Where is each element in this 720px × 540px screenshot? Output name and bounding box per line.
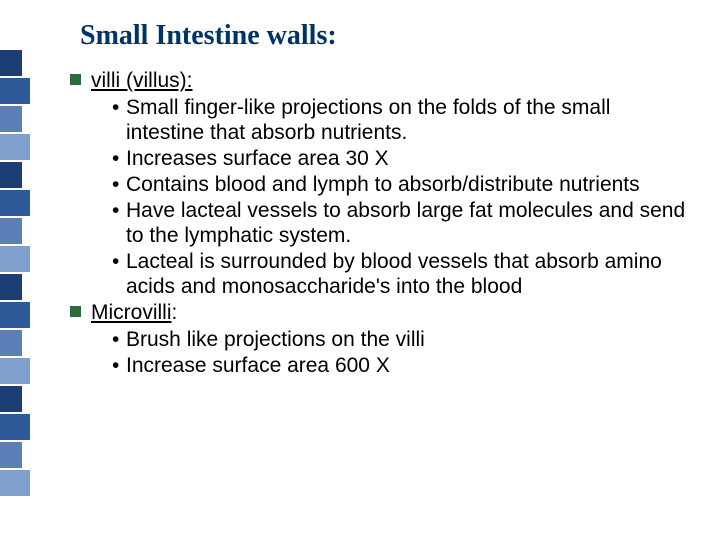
sidebar-block	[0, 246, 30, 272]
sub-list-text: Brush like projections on the villi	[126, 327, 425, 352]
sidebar-block	[0, 78, 30, 104]
list-item: Microvilli:	[70, 300, 690, 325]
list-item-label: Microvilli:	[91, 300, 177, 325]
sidebar-block	[0, 330, 22, 356]
sidebar-block	[0, 162, 22, 188]
sidebar-block	[0, 358, 30, 384]
content-area: villi (villus):•Small finger-like projec…	[70, 68, 690, 379]
slide-title: Small Intestine walls:	[80, 20, 337, 52]
sidebar-block	[0, 106, 22, 132]
sub-list-item: •Contains blood and lymph to absorb/dist…	[112, 172, 690, 197]
sub-list-item: •Small finger-like projections on the fo…	[112, 95, 690, 145]
sub-list: •Small finger-like projections on the fo…	[112, 95, 690, 299]
bullet-dot-icon: •	[112, 146, 126, 171]
square-bullet-icon	[70, 74, 81, 85]
sidebar-block	[0, 302, 30, 328]
square-bullet-icon	[70, 306, 81, 317]
sub-list-text: Small finger-like projections on the fol…	[126, 95, 690, 145]
bullet-dot-icon: •	[112, 353, 126, 378]
list-item-label: villi (villus):	[91, 68, 193, 93]
sidebar-block	[0, 470, 30, 496]
sub-list-item: •Brush like projections on the villi	[112, 327, 690, 352]
sidebar-block	[0, 414, 30, 440]
bullet-dot-icon: •	[112, 198, 126, 223]
bullet-dot-icon: •	[112, 249, 126, 274]
list-item: villi (villus):	[70, 68, 690, 93]
sidebar-decoration	[0, 0, 36, 540]
sub-list-text: Lacteal is surrounded by blood vessels t…	[126, 249, 690, 299]
bullet-dot-icon: •	[112, 172, 126, 197]
sidebar-block	[0, 190, 30, 216]
sub-list-item: •Lacteal is surrounded by blood vessels …	[112, 249, 690, 299]
sub-list-text: Increases surface area 30 X	[126, 146, 389, 171]
sub-list-item: •Increase surface area 600 X	[112, 353, 690, 378]
sub-list-text: Increase surface area 600 X	[126, 353, 390, 378]
sub-list-item: •Increases surface area 30 X	[112, 146, 690, 171]
sidebar-block	[0, 442, 22, 468]
sidebar-block	[0, 386, 22, 412]
sidebar-block	[0, 50, 22, 76]
sidebar-block	[0, 134, 30, 160]
sidebar-block	[0, 274, 22, 300]
sub-list-item: •Have lacteal vessels to absorb large fa…	[112, 198, 690, 248]
bullet-dot-icon: •	[112, 95, 126, 120]
sub-list: •Brush like projections on the villi•Inc…	[112, 327, 690, 378]
sub-list-text: Have lacteal vessels to absorb large fat…	[126, 198, 690, 248]
sub-list-text: Contains blood and lymph to absorb/distr…	[126, 172, 640, 197]
bullet-dot-icon: •	[112, 327, 126, 352]
sidebar-block	[0, 218, 22, 244]
